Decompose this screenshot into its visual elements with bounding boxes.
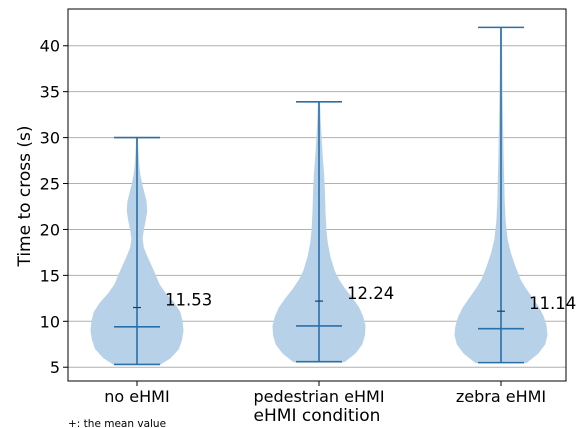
x-tick-label-no-ehmi: no eHMI bbox=[104, 387, 169, 406]
y-tick-label-35: 35 bbox=[40, 83, 60, 102]
y-tick-label-5: 5 bbox=[50, 358, 60, 377]
y-tick-label-30: 30 bbox=[40, 129, 60, 148]
y-tick-label-10: 10 bbox=[40, 312, 60, 331]
footnote-mean: +: the mean value bbox=[68, 418, 166, 428]
x-tick-label-pedestrian-ehmi: pedestrian eHMI bbox=[253, 387, 384, 406]
statistic-markers bbox=[114, 26, 524, 366]
x-tick-label-zebra-ehmi: zebra eHMI bbox=[456, 387, 546, 406]
y-tick-label-40: 40 bbox=[40, 37, 60, 56]
y-tick-label-25: 25 bbox=[40, 175, 60, 194]
y-tick-label-15: 15 bbox=[40, 266, 60, 285]
mean-labels: 11.53 12.24 11.14 bbox=[165, 284, 576, 313]
mean-label-no-ehmi: 11.53 bbox=[165, 291, 212, 310]
mean-label-pedestrian-ehmi: 12.24 bbox=[347, 284, 394, 303]
x-axis-title: eHMI condition bbox=[254, 406, 381, 426]
x-ticks: no eHMI pedestrian eHMI zebra eHMI bbox=[104, 381, 546, 406]
y-ticks: 5 10 15 20 25 30 35 40 bbox=[40, 37, 68, 377]
y-axis-title: Time to cross (s) bbox=[15, 125, 35, 267]
y-tick-label-20: 20 bbox=[40, 220, 60, 239]
mean-label-zebra-ehmi: 11.14 bbox=[529, 294, 576, 313]
plot-frame bbox=[67, 8, 567, 382]
